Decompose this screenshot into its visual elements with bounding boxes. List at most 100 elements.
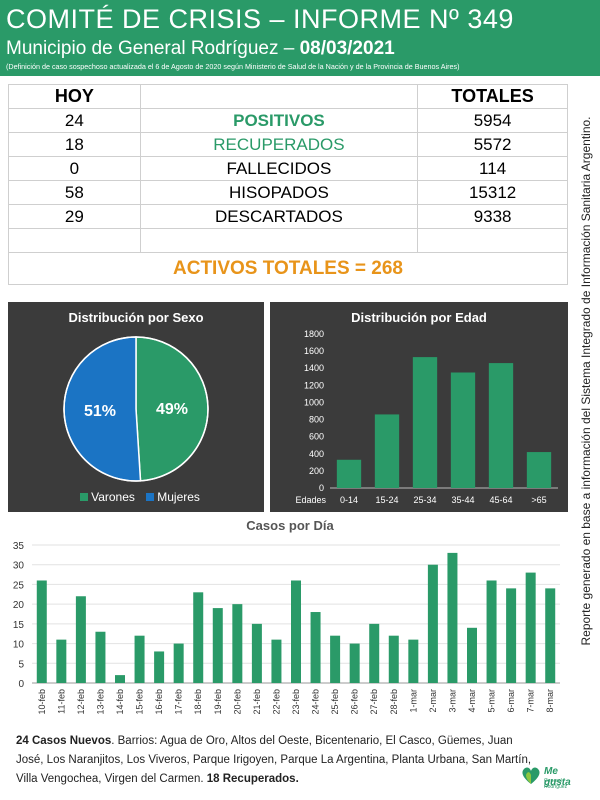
casos-bar-chart: 0 5 10 15 20 25 30 35 10-feb 11-feb 12-feb 13-feb 14… xyxy=(13,541,560,715)
x-tick-label: 14-feb xyxy=(115,689,125,715)
sexo-chart-title: Distribución por Sexo xyxy=(68,310,204,325)
total-value: 5572 xyxy=(417,132,568,157)
x-tick-label: 6-mar xyxy=(506,689,516,713)
subtitle-text: Municipio de General Rodríguez – xyxy=(6,38,300,59)
x-tick-label: 35-44 xyxy=(451,495,474,505)
day-bar-25-feb xyxy=(330,635,341,683)
y-tick-label: 20 xyxy=(13,600,25,611)
day-bar-5-mar xyxy=(486,580,497,683)
x-tick-label: 10-feb xyxy=(37,689,47,715)
day-bar-27-feb xyxy=(369,623,380,683)
hoy-value: 0 xyxy=(8,156,141,181)
edad-bar-chart: 0 200 400 600 800 1000 1200 1400 1600 1800 0-14 15-… xyxy=(295,329,558,505)
day-bar-12-feb xyxy=(75,596,86,683)
day-bar-13-feb xyxy=(95,631,106,683)
table-row: 29 DESCARTADOS 9338 xyxy=(8,204,568,229)
header-hoy: HOY xyxy=(8,84,141,109)
empty-row xyxy=(8,228,568,253)
age-bar-45-64 xyxy=(488,363,514,488)
row-label: RECUPERADOS xyxy=(139,132,419,157)
x-tick-label: 23-feb xyxy=(291,689,301,715)
x-tick-label: 18-feb xyxy=(193,689,203,715)
x-tick-label: 24-feb xyxy=(311,689,321,715)
footer-text: 24 Casos Nuevos. Barrios: Agua de Oro, A… xyxy=(16,732,536,789)
y-tick-label: 400 xyxy=(309,449,324,459)
day-bar-19-feb xyxy=(212,608,223,683)
day-bar-10-feb xyxy=(36,580,47,683)
age-bar-25-34 xyxy=(412,357,438,488)
day-bar-21-feb xyxy=(251,623,262,683)
age-bar-0-14 xyxy=(336,459,362,488)
barrios-list: . Barrios: Agua de Oro, Altos del Oeste,… xyxy=(16,735,532,785)
y-tick-label: 800 xyxy=(309,415,324,425)
day-bar-6-mar xyxy=(506,588,517,683)
x-tick-label: 3-mar xyxy=(447,689,457,713)
sexo-chart-panel: Distribución por Sexo 49% 51% Varones Muj… xyxy=(8,302,264,512)
x-tick-label: 0-14 xyxy=(340,495,358,505)
x-tick-label: 26-feb xyxy=(350,689,360,715)
edad-chart-panel: Distribución por Edad 0 200 400 600 800 1000 1… xyxy=(270,302,568,512)
y-tick-label: 30 xyxy=(13,561,25,572)
y-tick-label: 1000 xyxy=(304,397,324,407)
x-tick-label: 22-feb xyxy=(271,689,281,715)
table-row: 24 POSITIVOS 5954 xyxy=(8,108,568,133)
x-tick-label: 7-mar xyxy=(526,689,536,713)
row-label: DESCARTADOS xyxy=(139,204,419,229)
legend-mujeres: Mujeres xyxy=(157,490,200,504)
day-bar-17-feb xyxy=(173,643,184,683)
y-tick-label: 0 xyxy=(319,483,324,493)
age-bar-15-24 xyxy=(374,414,400,488)
hoy-value: 58 xyxy=(8,180,141,205)
day-bar-14-feb xyxy=(115,675,125,683)
day-bar-8-mar xyxy=(545,588,556,683)
summary-table: HOY TOTALES 24 POSITIVOS 5954 18 RECUPER… xyxy=(8,84,568,285)
hoy-value: 24 xyxy=(8,108,141,133)
row-label: HISOPADOS xyxy=(139,180,419,205)
logo-subtext: General Rodríguez xyxy=(544,778,568,790)
edad-chart-title: Distribución por Edad xyxy=(351,310,487,325)
day-bar-1-mar xyxy=(408,639,419,683)
x-tick-label: 13-feb xyxy=(95,689,105,715)
y-tick-label: 1800 xyxy=(304,329,324,339)
header-blank xyxy=(139,84,419,109)
header-totales: TOTALES xyxy=(417,84,568,109)
me-gusta-logo: Me gusta General Rodríguez xyxy=(520,762,584,792)
day-bar-28-feb xyxy=(388,635,399,683)
y-tick-label: 10 xyxy=(13,640,25,651)
x-tick-label: 27-feb xyxy=(369,689,379,715)
x-tick-label: 16-feb xyxy=(154,689,164,715)
age-bar->65 xyxy=(526,452,552,488)
sexo-pie-chart: 49% 51% xyxy=(63,336,209,482)
x-tick-label: 4-mar xyxy=(467,689,477,713)
x-tick-label: 8-mar xyxy=(545,689,555,713)
pie-outline xyxy=(63,336,209,482)
table-row: 58 HISOPADOS 15312 xyxy=(8,180,568,205)
total-value: 15312 xyxy=(417,180,568,205)
day-bar-4-mar xyxy=(467,627,477,683)
x-tick-label: 25-34 xyxy=(413,495,436,505)
definition-note: (Definición de caso sospechoso actualiza… xyxy=(6,62,460,71)
legend-varones: Varones xyxy=(91,490,135,504)
table-row: 0 FALLECIDOS 114 xyxy=(8,156,568,181)
x-tick-label: 1-mar xyxy=(408,689,418,713)
total-value: 9338 xyxy=(417,204,568,229)
x-tick-label: 19-feb xyxy=(213,689,223,715)
x-tick-label: 20-feb xyxy=(232,689,242,715)
day-bar-3-mar xyxy=(447,552,458,683)
y-tick-label: 200 xyxy=(309,466,324,476)
total-value: 5954 xyxy=(417,108,568,133)
day-bar-22-feb xyxy=(271,639,282,683)
day-bar-11-feb xyxy=(56,639,67,683)
pie-label-varones: 49% xyxy=(156,401,188,418)
heart-icon xyxy=(522,767,540,784)
y-tick-label: 0 xyxy=(18,679,24,690)
x-tick-label: >65 xyxy=(531,495,546,505)
y-tick-label: 25 xyxy=(13,580,25,591)
table-row: 18 RECUPERADOS 5572 xyxy=(8,132,568,157)
y-tick-label: 35 xyxy=(13,541,25,552)
row-label: POSITIVOS xyxy=(139,108,419,133)
x-tick-label: 15-feb xyxy=(135,689,145,715)
x-tick-label: 15-24 xyxy=(375,495,398,505)
activos-totales: ACTIVOS TOTALES = 268 xyxy=(8,252,568,285)
x-tick-label: 45-64 xyxy=(489,495,512,505)
